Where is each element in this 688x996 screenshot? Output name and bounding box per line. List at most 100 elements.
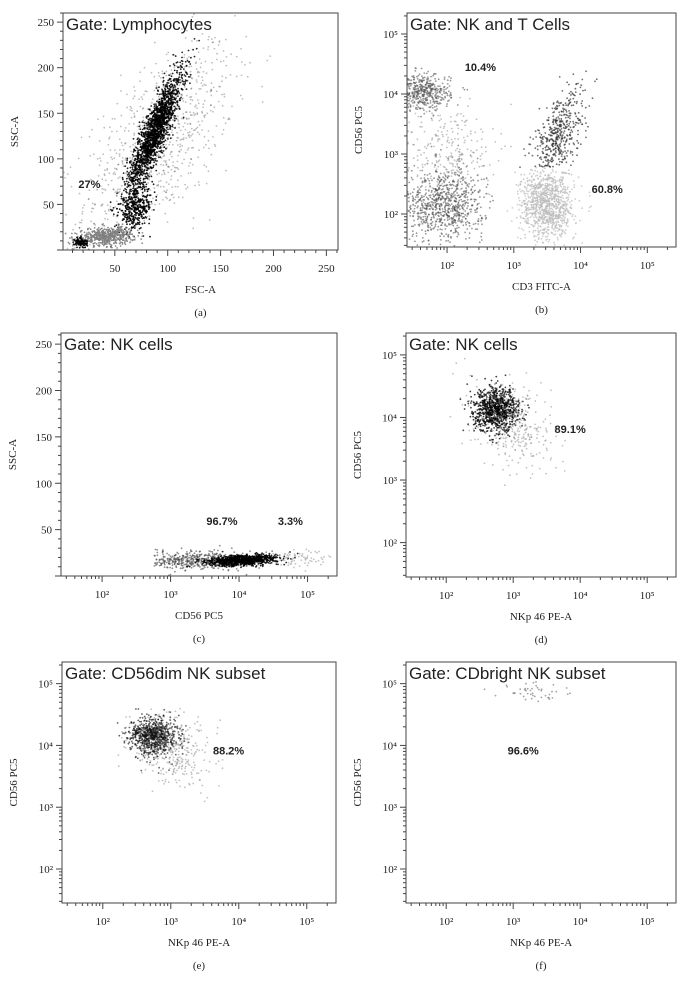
data-point xyxy=(432,74,434,77)
data-point xyxy=(382,167,384,169)
data-point xyxy=(434,201,437,204)
data-point xyxy=(132,205,135,207)
data-point xyxy=(161,138,164,141)
data-point xyxy=(207,147,210,150)
data-point xyxy=(399,79,401,81)
data-point xyxy=(169,128,172,131)
data-point xyxy=(409,88,411,90)
data-point xyxy=(410,207,412,210)
data-point xyxy=(411,178,414,181)
data-point xyxy=(457,206,460,209)
data-point xyxy=(189,22,192,25)
data-point xyxy=(432,193,434,196)
data-point xyxy=(167,79,170,82)
data-point xyxy=(437,194,439,197)
data-point xyxy=(433,226,436,229)
data-point xyxy=(88,189,91,192)
data-point xyxy=(162,199,164,201)
data-point xyxy=(235,75,238,78)
data-point xyxy=(167,119,170,121)
data-point xyxy=(423,195,425,198)
data-point xyxy=(158,128,160,131)
data-point xyxy=(153,130,156,132)
data-point xyxy=(120,209,123,212)
data-point xyxy=(168,106,171,109)
data-point xyxy=(122,204,124,206)
data-point xyxy=(181,98,184,100)
data-point xyxy=(121,160,124,162)
data-point xyxy=(182,137,185,139)
data-point xyxy=(384,198,386,200)
data-point xyxy=(172,53,175,56)
data-point xyxy=(100,160,102,162)
data-point xyxy=(197,156,200,159)
data-point xyxy=(189,162,191,164)
data-point xyxy=(440,184,442,187)
data-point xyxy=(96,236,99,239)
data-point xyxy=(429,100,432,102)
data-point xyxy=(73,247,76,249)
data-point xyxy=(168,97,170,100)
data-point xyxy=(128,186,131,188)
data-point xyxy=(139,179,142,182)
data-point xyxy=(159,109,162,111)
data-point xyxy=(155,82,158,85)
data-point xyxy=(77,243,79,245)
data-point xyxy=(398,229,400,231)
data-point xyxy=(172,161,175,164)
data-point xyxy=(117,192,120,194)
data-point xyxy=(144,165,147,167)
data-point xyxy=(408,210,410,213)
data-point xyxy=(433,177,435,180)
data-point xyxy=(430,84,433,87)
data-point xyxy=(446,83,449,85)
data-point xyxy=(117,203,120,206)
data-point xyxy=(126,206,129,208)
data-point xyxy=(108,228,111,231)
data-point xyxy=(138,200,141,203)
data-point xyxy=(431,201,434,203)
data-point xyxy=(449,115,452,118)
data-point xyxy=(108,208,110,211)
data-point xyxy=(430,117,433,120)
data-point xyxy=(123,197,125,199)
data-point xyxy=(142,116,145,119)
data-point xyxy=(146,177,149,180)
data-point xyxy=(134,145,137,148)
data-point xyxy=(83,244,86,247)
data-point xyxy=(451,156,454,159)
data-point xyxy=(153,89,156,92)
data-point xyxy=(190,158,193,161)
data-point xyxy=(420,98,423,101)
data-point xyxy=(139,189,142,191)
x-tick-label: 100 xyxy=(159,263,176,275)
data-point xyxy=(147,121,150,124)
data-point xyxy=(411,75,414,78)
data-point xyxy=(128,197,131,199)
data-point xyxy=(181,60,184,63)
data-point xyxy=(175,61,178,64)
data-point xyxy=(118,155,121,158)
data-point xyxy=(167,59,170,62)
data-point xyxy=(412,210,414,213)
data-point xyxy=(480,235,483,238)
data-point xyxy=(148,218,151,221)
data-point xyxy=(229,74,232,76)
data-point xyxy=(161,151,164,154)
data-point xyxy=(126,170,129,173)
data-point xyxy=(80,233,83,236)
data-point xyxy=(147,115,149,118)
data-point xyxy=(439,220,442,223)
data-point xyxy=(459,208,461,211)
data-point xyxy=(410,176,413,179)
data-point xyxy=(112,207,115,209)
data-point xyxy=(178,105,180,108)
data-point xyxy=(143,163,146,166)
data-point xyxy=(85,244,88,247)
data-point xyxy=(189,123,192,126)
data-point xyxy=(174,78,176,80)
data-point xyxy=(430,201,433,203)
data-point xyxy=(131,166,134,169)
data-point xyxy=(162,76,165,79)
data-point xyxy=(141,242,144,245)
